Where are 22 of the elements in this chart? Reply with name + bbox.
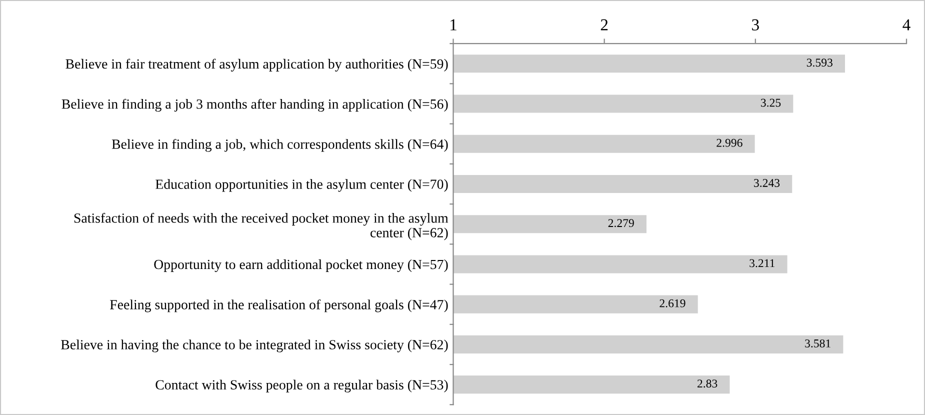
y-tick-label: Contact with Swiss people on a regular basis (N=53) — [156, 380, 448, 392]
y-tick-label: Feeling supported in the realisation of personal goals (N=47) — [110, 299, 448, 312]
data-label: 2.996 — [716, 138, 742, 147]
data-label: 2.619 — [660, 299, 686, 308]
data-label: 3.25 — [761, 98, 781, 107]
data-label: 2.83 — [698, 380, 718, 388]
y-tick-label: Believe in finding a job 3 months after handing in application (N=56) — [62, 98, 448, 112]
data-label: 3.243 — [754, 179, 780, 187]
data-label: 2.279 — [608, 219, 634, 228]
y-tick-label: Believe in fair treatment of asylum application by authorities (N=59) — [66, 58, 448, 72]
x-tick-label: 4 — [902, 19, 910, 30]
data-label: 3.593 — [806, 58, 832, 67]
y-tick-label: Education opportunities in the asylum center (N=70) — [156, 179, 448, 192]
y-tick-label: Believe in finding a job, which correspondents skills (N=64) — [112, 138, 448, 152]
data-label: 3.211 — [750, 259, 774, 268]
x-tick-label: 1 — [450, 19, 456, 30]
x-tick-label: 3 — [752, 19, 759, 30]
y-tick-label: Believe in having the chance to be integrated in Swiss society (N=62) — [61, 340, 448, 352]
x-tick-label: 2 — [600, 19, 608, 30]
y-tick-label: Satisfaction of needs with the received pocket money in the asylum center (N=62) — [74, 212, 448, 240]
data-label: 3.581 — [805, 339, 830, 348]
y-tick-label: Opportunity to earn additional pocket money (N=57) — [154, 259, 448, 272]
